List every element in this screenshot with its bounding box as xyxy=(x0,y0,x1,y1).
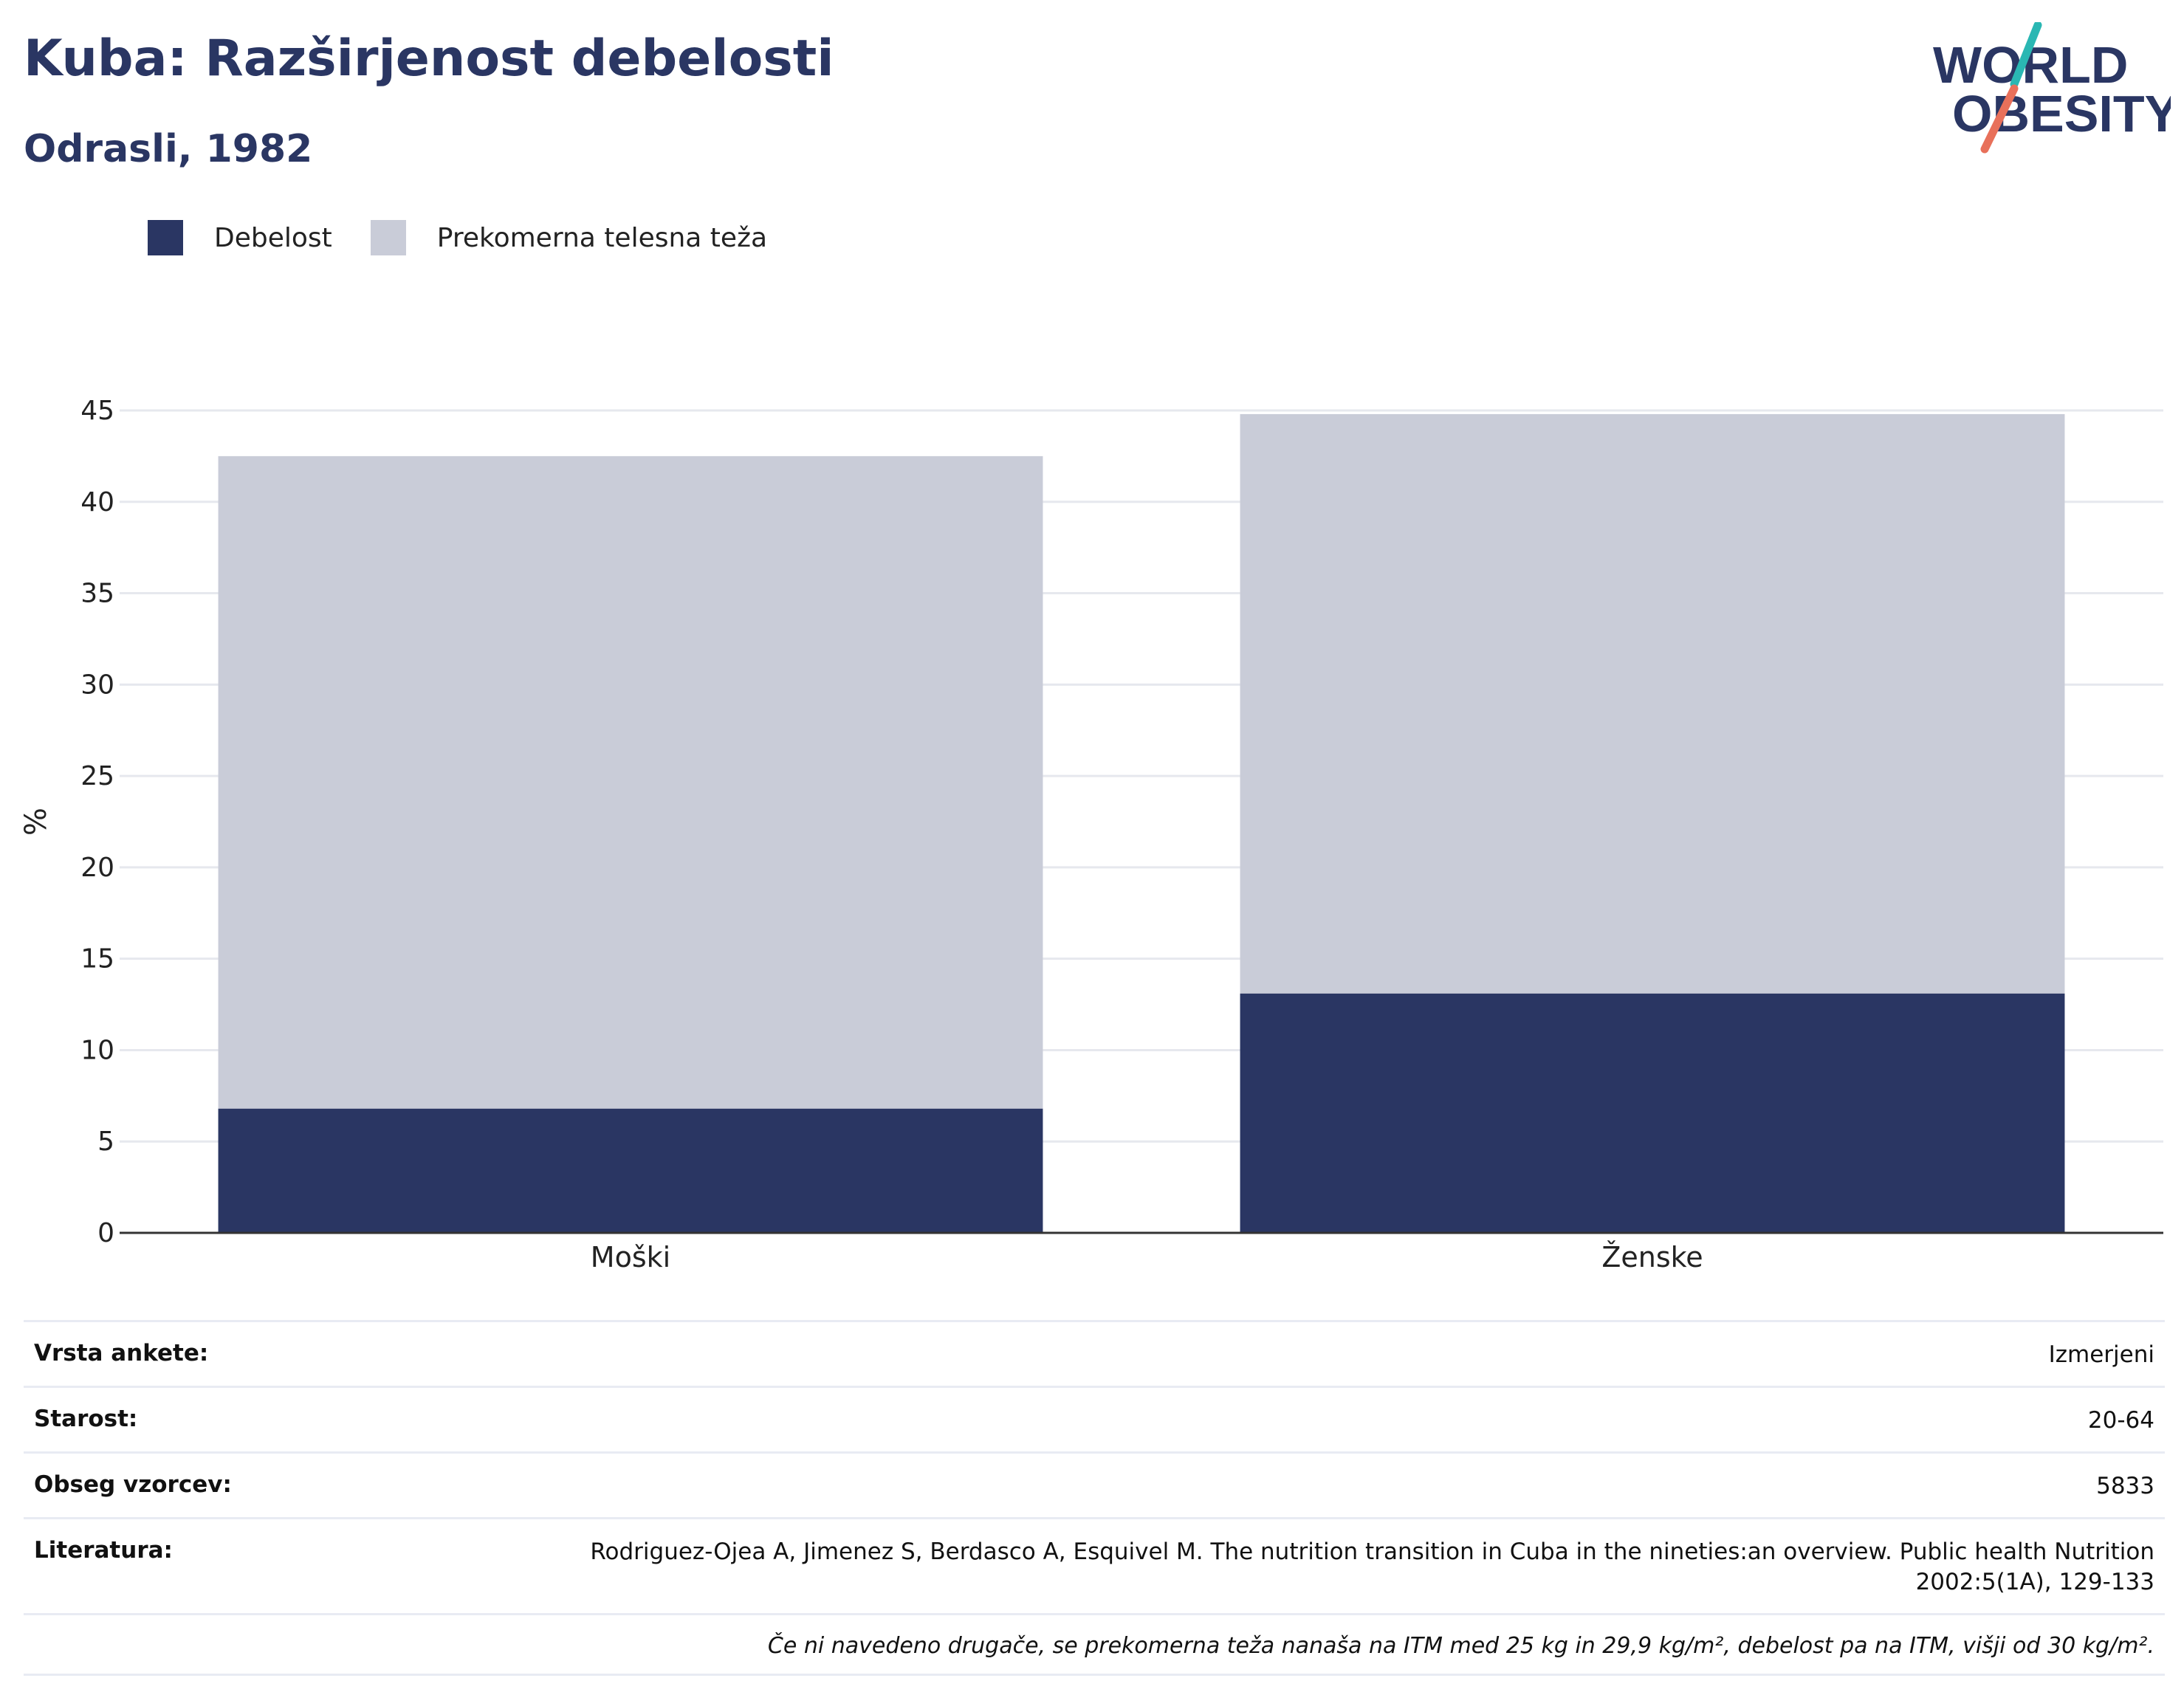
y-tick-label: 25 xyxy=(80,761,114,791)
y-tick-label: 15 xyxy=(80,944,114,974)
y-tick-label: 20 xyxy=(80,853,114,883)
bar-chart: 0 5 10 15 20 25 30 35 40 45 Moški Ženske % xyxy=(19,396,2163,1273)
x-axis-labels: Moški Ženske xyxy=(591,1241,1703,1273)
y-tick-label: 10 xyxy=(80,1035,114,1065)
legend-swatch-overweight xyxy=(370,220,406,255)
survey-info-table: Vrsta ankete: Izmerjeni Starost: 20-64 O… xyxy=(24,1320,2165,1677)
info-value-reference: Rodriguez-Ojea A, Jimenez S, Berdasco A,… xyxy=(590,1538,2154,1596)
x-category-label: Moški xyxy=(591,1241,670,1273)
bar-overweight-0[interactable] xyxy=(218,455,1043,1109)
legend-label-overweight: Prekomerna telesna teža xyxy=(436,222,768,253)
y-tick-label: 45 xyxy=(80,396,114,426)
y-tick-label: 5 xyxy=(97,1127,114,1157)
chart-legend: Debelost Prekomerna telesna teža xyxy=(148,220,806,255)
y-tick-label: 0 xyxy=(97,1218,114,1248)
info-label-sample-size: Obseg vzorcev: xyxy=(34,1471,232,1498)
y-tick-label: 40 xyxy=(80,487,114,518)
logo-slash-teal xyxy=(2010,22,2042,89)
bar-obesity-0[interactable] xyxy=(218,1108,1043,1233)
legend-swatch-obesity xyxy=(148,220,183,255)
bars xyxy=(218,413,2065,1233)
bar-obesity-1[interactable] xyxy=(1240,993,2065,1233)
info-value-age: 20-64 xyxy=(2087,1406,2154,1434)
info-label-survey-type: Vrsta ankete: xyxy=(34,1340,209,1366)
info-value-survey-type: Izmerjeni xyxy=(2048,1341,2154,1368)
y-tick-label: 35 xyxy=(80,579,114,609)
world-obesity-logo: WORLD OBESITY xyxy=(1933,22,2171,154)
x-category-label: Ženske xyxy=(1601,1241,1703,1273)
info-label-reference: Literatura: xyxy=(34,1536,173,1564)
info-row-sample-size: Obseg vzorcev: 5833 xyxy=(24,1451,2165,1517)
legend-item-obesity[interactable]: Debelost xyxy=(148,220,332,255)
legend-item-overweight[interactable]: Prekomerna telesna teža xyxy=(370,220,768,255)
chart-title: Kuba: Razširjenost debelosti xyxy=(24,30,834,88)
info-row-survey-type: Vrsta ankete: Izmerjeni xyxy=(24,1320,2165,1386)
info-label-age: Starost: xyxy=(34,1405,138,1432)
chart-subtitle: Odrasli, 1982 xyxy=(24,127,313,171)
legend-label-obesity: Debelost xyxy=(214,222,332,253)
info-row-age: Starost: 20-64 xyxy=(24,1385,2165,1451)
definition-note: Če ni navedeno drugače, se prekomerna te… xyxy=(24,1613,2165,1677)
y-tick-label: 30 xyxy=(80,670,114,700)
y-axis-label: % xyxy=(19,808,53,836)
logo-slash-coral xyxy=(1980,84,2019,154)
bar-overweight-1[interactable] xyxy=(1240,413,2065,994)
info-value-sample-size: 5833 xyxy=(2096,1472,2154,1499)
info-row-reference: Literatura: Rodriguez-Ojea A, Jimenez S,… xyxy=(24,1516,2165,1614)
y-axis-ticks: 0 5 10 15 20 25 30 35 40 45 xyxy=(80,396,114,1248)
